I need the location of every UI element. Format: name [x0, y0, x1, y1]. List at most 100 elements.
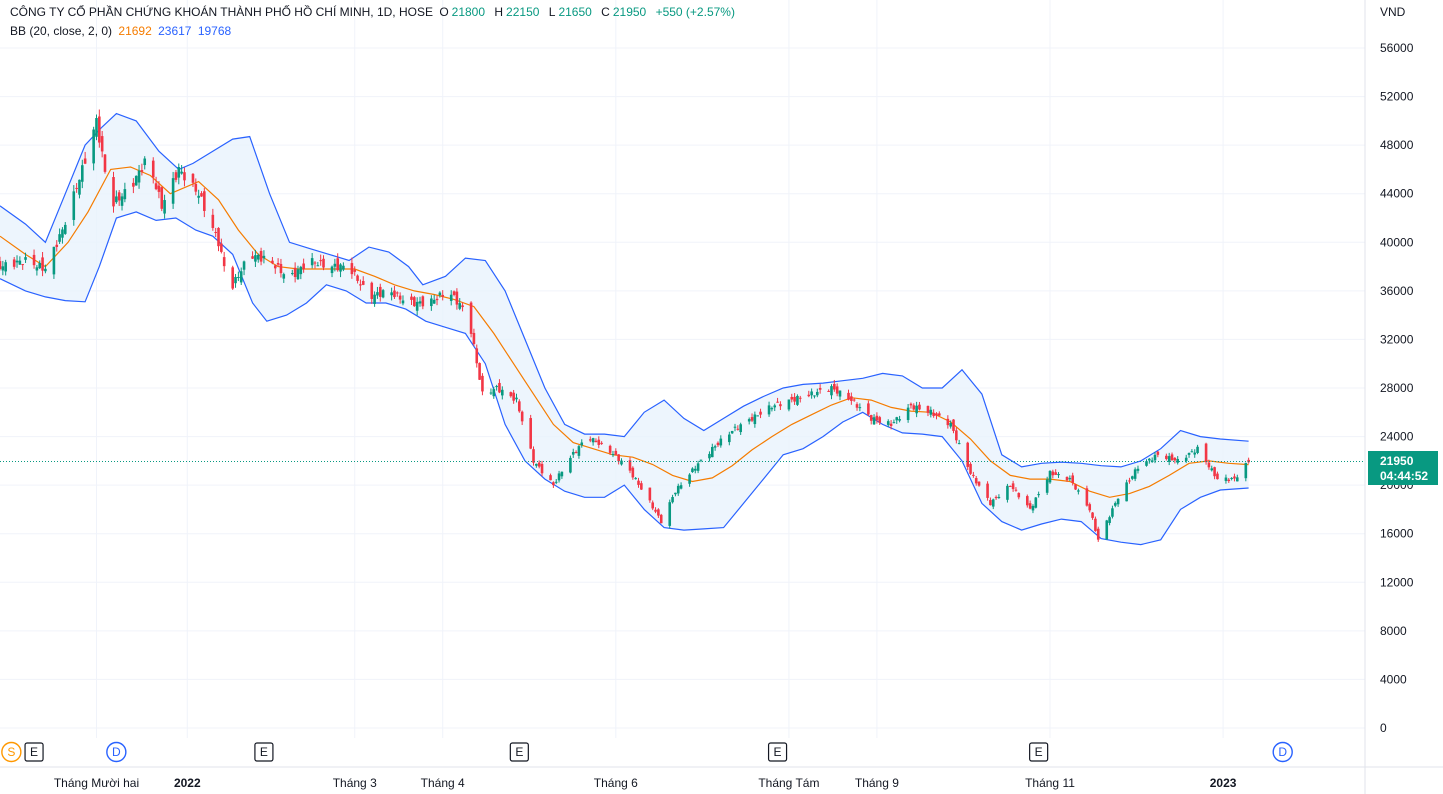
candle-body	[1173, 457, 1177, 461]
candle-body	[1244, 463, 1248, 479]
candle-body	[78, 179, 81, 195]
symbol-legend[interactable]: CÔNG TY CỔ PHẦN CHỨNG KHOÁN THÀNH PHỐ HỒ…	[10, 5, 738, 19]
candle-body	[696, 463, 700, 471]
candle-body	[359, 284, 362, 286]
candle-body	[231, 267, 235, 289]
candle-body	[61, 229, 64, 238]
price-tick-label: 8000	[1380, 624, 1407, 638]
bb-upper-line	[0, 112, 1249, 468]
candle-body	[123, 189, 127, 200]
candle-body	[132, 182, 135, 187]
candle-body	[608, 445, 612, 453]
candle-body	[614, 450, 618, 455]
candle-body	[1145, 461, 1148, 466]
bollinger-bands	[0, 112, 1249, 546]
candle-body	[1011, 483, 1015, 490]
candle-body	[833, 383, 836, 390]
candle-body	[733, 426, 737, 428]
candle-body	[1051, 471, 1055, 476]
time-tick-label: Tháng 4	[421, 776, 465, 790]
candle-body	[1088, 504, 1092, 511]
candle-body	[554, 481, 558, 483]
candle-body	[293, 267, 297, 277]
candle-body	[395, 292, 399, 294]
candle-body	[1227, 479, 1231, 482]
candle-body	[1128, 480, 1131, 482]
candle-body	[659, 514, 663, 524]
candle-body	[41, 257, 44, 271]
candle-body	[418, 301, 422, 304]
candle-body	[24, 257, 27, 260]
candle-body	[1167, 456, 1171, 462]
candle-body	[52, 246, 56, 275]
candle-body	[282, 274, 286, 279]
candle-body	[708, 453, 711, 459]
candle-body	[461, 305, 464, 308]
candle-body	[203, 191, 206, 211]
candle-body	[693, 468, 697, 471]
candle-body	[600, 442, 603, 444]
candle-body	[157, 185, 161, 192]
candle-body	[756, 415, 760, 417]
bb-lower-line	[0, 211, 1249, 546]
candle-body	[58, 234, 61, 242]
last-price-value: 21950	[1380, 454, 1414, 468]
time-tick-label: Tháng Tám	[758, 776, 819, 790]
candle-body	[827, 390, 830, 392]
candle-body	[818, 387, 822, 390]
candle-body	[815, 391, 819, 396]
candle-body	[410, 296, 413, 300]
candle-body	[259, 250, 263, 262]
candle-body	[339, 264, 342, 272]
event-letter: D	[112, 745, 121, 759]
candle-body	[850, 396, 853, 401]
candle-body	[262, 255, 266, 259]
candle-body	[537, 462, 541, 467]
candle-body	[197, 195, 200, 198]
candle-body	[438, 292, 442, 296]
earnings-marker	[1029, 742, 1049, 762]
candle-body	[38, 262, 42, 269]
candle-body	[251, 256, 254, 259]
price-tick-label: 0	[1380, 721, 1387, 735]
candle-body	[1045, 479, 1049, 493]
candle-body	[739, 424, 742, 433]
candle-body	[18, 260, 22, 265]
candle-body	[290, 273, 294, 275]
candle-body	[617, 454, 620, 462]
candle-body	[376, 292, 379, 296]
candle-body	[628, 460, 632, 471]
candle-body	[430, 298, 433, 307]
candle-body	[211, 214, 215, 228]
candle-body	[1170, 454, 1174, 461]
indicator-legend[interactable]: BB (20, close, 2, 0) 21692 23617 19768	[10, 24, 234, 38]
candle-body	[32, 254, 36, 266]
candle-body	[886, 421, 890, 425]
candle-body	[1184, 457, 1188, 461]
candle-body	[972, 474, 975, 476]
candle-body	[674, 492, 677, 495]
candle-body	[716, 442, 720, 446]
candle-body	[472, 332, 476, 344]
candle-body	[1057, 473, 1060, 476]
candle-body	[796, 395, 799, 405]
candle-body	[634, 478, 637, 480]
bar-countdown: 04:44:52	[1380, 469, 1429, 483]
candle-body	[512, 392, 515, 401]
candle-body	[44, 268, 47, 272]
candle-body	[932, 412, 935, 416]
candle-body	[540, 463, 544, 474]
candle-body	[1006, 485, 1009, 500]
candle-body	[378, 286, 382, 297]
candle-body	[140, 170, 144, 172]
candle-body	[878, 417, 882, 423]
candle-body	[549, 475, 552, 481]
candle-body	[330, 266, 334, 274]
ohlc-high: H 22150	[494, 5, 540, 19]
candle-body	[552, 482, 555, 486]
candle-body	[1193, 452, 1197, 455]
candle-body	[611, 454, 615, 456]
candle-body	[12, 259, 16, 267]
